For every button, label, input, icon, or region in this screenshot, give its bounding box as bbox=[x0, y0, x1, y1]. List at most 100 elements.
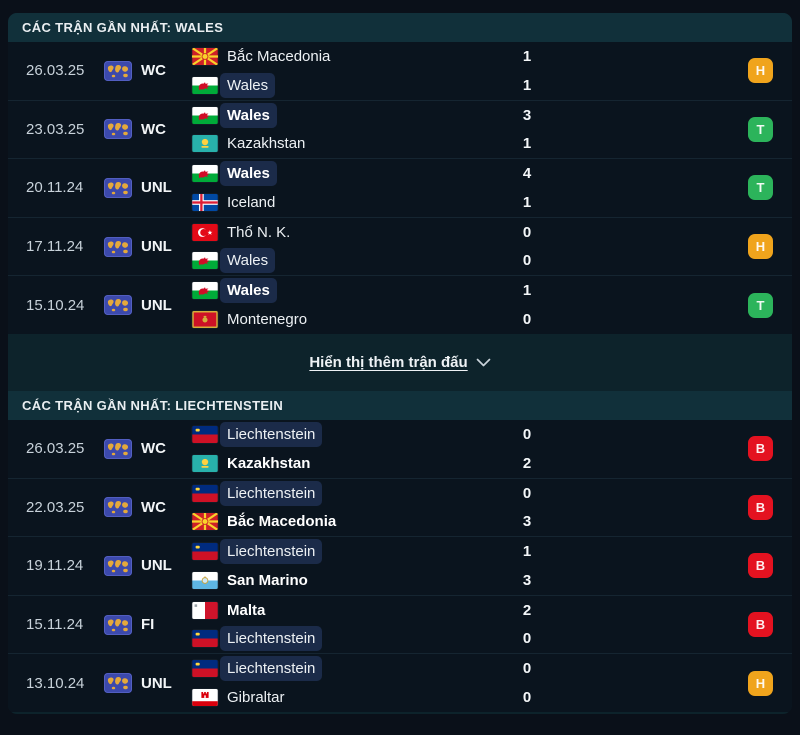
teams: Liechtenstein Gibraltar bbox=[192, 655, 515, 712]
match-row[interactable]: 15.11.24 FI Malta Liechtenstein 2 0 B bbox=[8, 594, 792, 654]
home-score: 0 bbox=[522, 484, 532, 502]
section-title: CÁC TRẬN GẦN NHẤT: WALES bbox=[22, 20, 224, 35]
competition: FI bbox=[104, 614, 192, 635]
match-row[interactable]: 19.11.24 UNL Liechtenstein San Marino 1 … bbox=[8, 536, 792, 595]
competition-code: WC bbox=[141, 440, 166, 458]
flag-kazakhstan-icon bbox=[192, 135, 218, 153]
home-score: 1 bbox=[522, 543, 532, 561]
flag-liechtenstein-icon bbox=[192, 484, 218, 502]
recent-matches-section: CÁC TRẬN GẦN NHẤT: WALES 26.03.25 WC Bắc… bbox=[8, 13, 792, 391]
match-row[interactable]: 17.11.24 UNL Thổ N. K. Wales 0 0 H bbox=[8, 216, 792, 276]
away-team-name: Liechtenstein bbox=[220, 626, 323, 652]
home-team-line: Malta bbox=[192, 596, 515, 625]
world-competition-icon bbox=[104, 614, 132, 635]
away-team-name: Kazakhstan bbox=[227, 135, 306, 153]
show-more-row: Hiển thị thêm trận đấu bbox=[8, 334, 792, 391]
scores: 0 0 bbox=[515, 218, 539, 275]
match-row[interactable]: 23.03.25 WC Wales Kazakhstan 3 1 T bbox=[8, 99, 792, 159]
result-badge: T bbox=[748, 292, 773, 318]
match-date: 13.10.24 bbox=[26, 674, 85, 692]
flag-montenegro-icon bbox=[192, 310, 218, 328]
away-team-name: Wales bbox=[220, 72, 276, 98]
page: { "colors": { "result_win": "#2cb45b", "… bbox=[0, 13, 800, 735]
away-score: 1 bbox=[522, 193, 532, 211]
teams: Malta Liechtenstein bbox=[192, 596, 515, 653]
competition: UNL bbox=[104, 236, 192, 257]
home-team-line: Wales bbox=[192, 101, 515, 130]
recent-matches-section: CÁC TRẬN GẦN NHẤT: LIECHTENSTEIN 26.03.2… bbox=[8, 390, 792, 712]
away-team-line: Kazakhstan bbox=[192, 129, 515, 158]
away-score: 1 bbox=[522, 76, 532, 94]
away-team-line: Wales bbox=[192, 71, 515, 100]
show-more-label: Hiển thị thêm trận đấu bbox=[309, 353, 468, 371]
recent-matches-widget: CÁC TRẬN GẦN NHẤT: WALES 26.03.25 WC Bắc… bbox=[8, 13, 792, 714]
world-competition-icon bbox=[104, 177, 132, 198]
match-list: 26.03.25 WC Bắc Macedonia Wales 1 1 H 23… bbox=[8, 42, 792, 334]
away-team-line: Liechtenstein bbox=[192, 625, 515, 654]
match-row[interactable]: 13.10.24 UNL Liechtenstein Gibraltar 0 0… bbox=[8, 653, 792, 712]
competition-code: UNL bbox=[141, 674, 172, 692]
match-date: 19.11.24 bbox=[26, 557, 84, 575]
away-score: 3 bbox=[522, 513, 532, 531]
home-team-name: Wales bbox=[220, 161, 277, 187]
scores: 0 2 bbox=[515, 420, 539, 477]
show-more-link[interactable]: Hiển thị thêm trận đấu bbox=[309, 353, 491, 371]
home-team-name: Liechtenstein bbox=[220, 480, 323, 506]
result-badge: T bbox=[748, 116, 773, 142]
scores: 1 0 bbox=[515, 277, 539, 334]
match-row[interactable]: 15.10.24 UNL Wales Montenegro 1 0 T bbox=[8, 275, 792, 334]
match-row[interactable]: 22.03.25 WC Liechtenstein Bắc Macedonia … bbox=[8, 477, 792, 537]
scores: 0 3 bbox=[515, 479, 539, 536]
competition-code: UNL bbox=[141, 557, 172, 575]
away-team-line: Wales bbox=[192, 247, 515, 276]
section-title: CÁC TRẬN GẦN NHẤT: LIECHTENSTEIN bbox=[22, 397, 284, 413]
away-team-name: Iceland bbox=[227, 193, 276, 211]
match-row[interactable]: 20.11.24 UNL Wales Iceland 4 1 T bbox=[8, 158, 792, 217]
away-score: 0 bbox=[522, 252, 532, 270]
away-score: 2 bbox=[522, 454, 532, 472]
scores: 2 0 bbox=[515, 596, 539, 653]
home-team-line: Thổ N. K. bbox=[192, 218, 515, 247]
away-score: 3 bbox=[522, 571, 532, 589]
home-team-name: Liechtenstein bbox=[220, 421, 323, 447]
home-team-line: Liechtenstein bbox=[192, 420, 515, 449]
match-list: 26.03.25 WC Liechtenstein Kazakhstan 0 2… bbox=[8, 419, 792, 712]
flag-wales-icon bbox=[192, 76, 218, 94]
away-score: 0 bbox=[522, 310, 532, 328]
flag-turkey-icon bbox=[192, 223, 218, 241]
home-team-line: Liechtenstein bbox=[192, 537, 515, 566]
match-date: 26.03.25 bbox=[26, 62, 85, 80]
home-team-name: Bắc Macedonia bbox=[227, 48, 331, 65]
away-team-line: Iceland bbox=[192, 188, 515, 217]
home-score: 0 bbox=[522, 660, 532, 678]
competition: WC bbox=[104, 497, 192, 518]
home-team-name: Malta bbox=[227, 601, 266, 619]
match-row[interactable]: 26.03.25 WC Liechtenstein Kazakhstan 0 2… bbox=[8, 420, 792, 478]
away-score: 1 bbox=[522, 135, 532, 153]
competition: WC bbox=[104, 438, 192, 459]
competition: UNL bbox=[104, 673, 192, 694]
away-team-name: Wales bbox=[220, 248, 276, 274]
competition: WC bbox=[104, 119, 192, 140]
match-row[interactable]: 26.03.25 WC Bắc Macedonia Wales 1 1 H bbox=[8, 42, 792, 100]
home-team-line: Wales bbox=[192, 277, 515, 306]
match-date: 15.10.24 bbox=[26, 296, 85, 314]
teams: Wales Iceland bbox=[192, 159, 515, 216]
competition: UNL bbox=[104, 177, 192, 198]
flag-liechtenstein-icon bbox=[192, 425, 218, 443]
competition-code: WC bbox=[141, 120, 166, 138]
match-date: 26.03.25 bbox=[26, 440, 85, 458]
flag-wales-icon bbox=[192, 282, 218, 300]
match-date: 20.11.24 bbox=[26, 179, 84, 197]
competition: UNL bbox=[104, 555, 192, 576]
teams: Liechtenstein Bắc Macedonia bbox=[192, 479, 515, 536]
home-score: 1 bbox=[522, 282, 532, 300]
section-header: CÁC TRẬN GẦN NHẤT: WALES bbox=[8, 13, 792, 42]
section-header: CÁC TRẬN GẦN NHẤT: LIECHTENSTEIN bbox=[8, 390, 792, 420]
match-date: 17.11.24 bbox=[26, 238, 84, 256]
teams: Thổ N. K. Wales bbox=[192, 218, 515, 275]
result-badge: B bbox=[748, 436, 773, 462]
home-team-name: Liechtenstein bbox=[220, 656, 323, 682]
result-badge: H bbox=[748, 58, 773, 84]
result-badge: T bbox=[748, 175, 773, 201]
